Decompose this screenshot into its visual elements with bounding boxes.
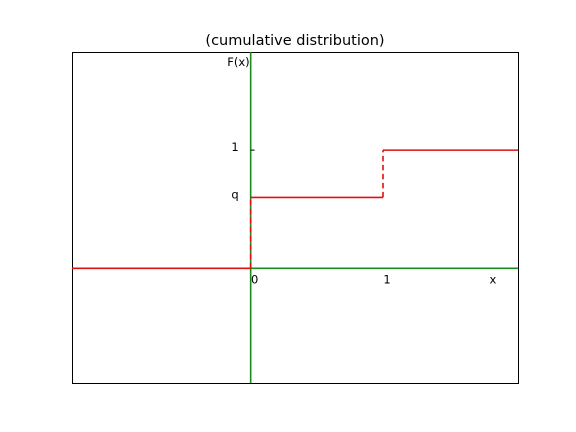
ticks-layer: 1 q 0 1 [231,140,390,286]
x-axis-label: x [489,272,496,286]
x-tick-label-1: 1 [383,272,390,286]
series-layer [72,149,518,270]
x-tick-label-0: 0 [251,272,258,286]
y-tick-label-1: 1 [231,140,238,154]
y-axis-label: F(x) [227,55,249,69]
plot-frame [72,52,519,384]
y-tick-label-q: q [231,187,238,201]
chart-title: (cumulative distribution) [205,33,384,49]
axes-layer [249,52,518,383]
